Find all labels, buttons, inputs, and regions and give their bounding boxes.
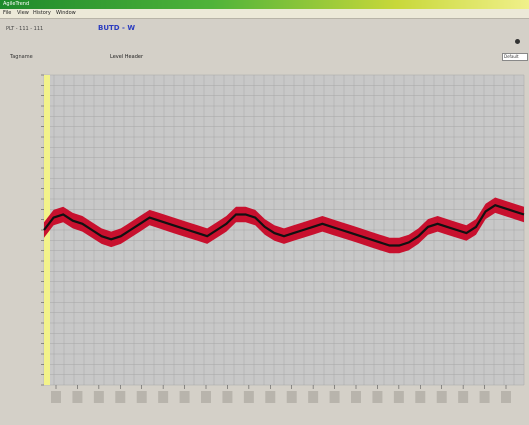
- x-axis-ticks: [51, 385, 511, 403]
- toolbar: PLT - 111 - 111 BUTD - W: [0, 19, 529, 39]
- x-tick-label: [286, 391, 297, 403]
- x-tick-label: [158, 391, 169, 403]
- x-tick-label: [329, 391, 340, 403]
- status-bar: [0, 418, 529, 425]
- mode-indicator[interactable]: BUTD - W: [98, 24, 136, 32]
- menu-item-window[interactable]: Window: [56, 10, 76, 16]
- trend-chart-panel: [14, 70, 526, 420]
- x-tick-label: [372, 391, 383, 403]
- menu-bar: File View History Window: [0, 9, 529, 19]
- title-bar: AgileTrend: [0, 0, 529, 9]
- trend-band: [44, 197, 524, 254]
- menu-item-file[interactable]: File: [3, 10, 12, 16]
- trend-series: [43, 197, 525, 254]
- x-tick-label: [243, 391, 254, 403]
- trend-chart[interactable]: [14, 70, 526, 420]
- x-tick-label: [222, 391, 233, 403]
- info-bar: Tagname Level Header Default: [6, 52, 528, 63]
- x-tick-label: [351, 391, 361, 403]
- x-tick-label: [51, 391, 61, 403]
- x-tick-label: [501, 391, 511, 403]
- gear-icon[interactable]: [515, 39, 520, 44]
- tag-path-text: PLT - 111 - 111: [6, 26, 44, 32]
- menu-item-view[interactable]: View: [17, 10, 29, 16]
- menu-item-history[interactable]: History: [33, 10, 51, 16]
- trend-line: [43, 203, 525, 247]
- x-tick-label: [115, 391, 126, 403]
- y-axis-ticks: [41, 74, 44, 386]
- x-tick-label: [393, 391, 404, 403]
- x-tick-label: [308, 391, 319, 403]
- x-tick-label: [136, 391, 147, 403]
- x-tick-label: [201, 391, 211, 403]
- x-tick-label: [479, 391, 490, 403]
- view-select[interactable]: Default: [502, 53, 528, 61]
- tag-value: Level Header: [110, 54, 143, 60]
- x-tick-label: [436, 391, 447, 403]
- x-tick-label: [72, 391, 83, 403]
- tag-label: Tagname: [10, 54, 33, 60]
- x-tick-label: [458, 391, 469, 403]
- x-tick-label: [93, 391, 104, 403]
- x-tick-label: [265, 391, 276, 403]
- x-tick-label: [179, 391, 190, 403]
- x-tick-label: [415, 391, 426, 403]
- window-title: AgileTrend: [3, 1, 30, 7]
